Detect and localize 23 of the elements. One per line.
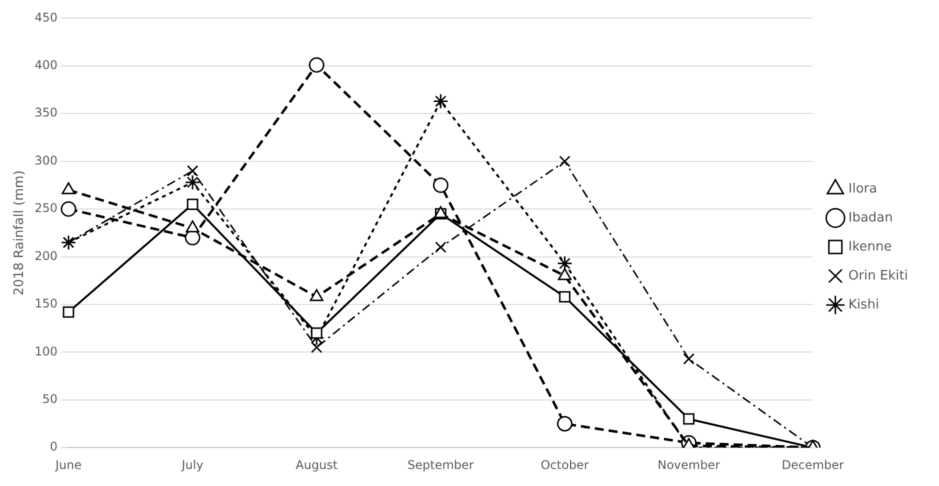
y-tick-label: 350 [34, 106, 58, 120]
y-tick-label: 450 [34, 10, 58, 24]
y-tick-label: 200 [34, 248, 58, 263]
y-tick-label: 300 [34, 153, 58, 168]
y-tick-label: 250 [34, 201, 58, 216]
legend-label: Ilora [848, 181, 878, 196]
x-tick-label: December [782, 458, 844, 472]
legend-label: Orin Ekiti [848, 268, 908, 284]
x-tick-label: November [658, 458, 720, 472]
x-tick-label: September [408, 458, 474, 472]
legend-label: Ikenne [848, 239, 892, 254]
x-tick-label: July [180, 458, 204, 472]
y-tick-label: 0 [50, 440, 58, 454]
legend-label: Ibadan [848, 210, 893, 226]
y-tick-label: 100 [34, 344, 58, 358]
legend-label: Kishi [848, 297, 880, 312]
y-tick-label: 400 [34, 58, 58, 72]
x-tick-label: October [540, 458, 589, 472]
y-axis-title: 2018 Rainfall (mm) [12, 170, 28, 296]
x-tick-label: June [54, 458, 82, 472]
x-tick-label: August [296, 458, 338, 472]
y-tick-label: 50 [42, 392, 58, 406]
y-tick-label: 150 [34, 296, 58, 311]
